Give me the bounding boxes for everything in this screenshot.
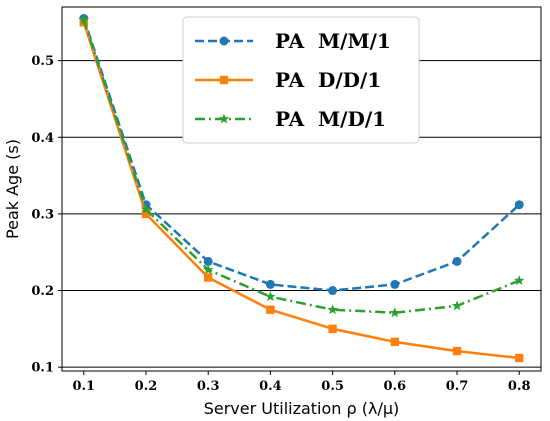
plot-frame xyxy=(61,6,542,372)
legend-marker-pa-m-d-1 xyxy=(218,113,230,124)
x-tick-label: 0.2 xyxy=(135,379,158,394)
legend-marker-pa-d-d-1 xyxy=(219,75,229,85)
x-tick-label: 0.4 xyxy=(259,379,282,394)
data-point-pa-d-d-1 xyxy=(203,273,213,282)
y-tick-label: 0.5 xyxy=(31,54,54,69)
legend-label-pa-m-d-1: PA M/D/1 xyxy=(275,107,386,131)
data-point-pa-m-d-1 xyxy=(327,304,338,315)
tick-layer: 0.1 0.2 0.3 0.4 0.5 0.1 0.2 0.3 0.4 0.5 0.6 0.7 0.8 xyxy=(31,54,530,394)
series-line-pa-m-m-1 xyxy=(82,18,521,292)
data-point-pa-m-m-1 xyxy=(265,279,275,289)
x-tick-label: 0.1 xyxy=(72,379,95,394)
legend: PA M/M/1 PA D/D/1 PA M/D/1 xyxy=(182,16,420,144)
x-tick-label: 0.5 xyxy=(321,379,344,394)
data-point-pa-m-m-1 xyxy=(390,279,400,289)
data-point-pa-m-m-1 xyxy=(514,200,524,210)
data-point-pa-m-m-1 xyxy=(452,256,462,266)
data-point-pa-d-d-1 xyxy=(390,337,400,347)
y-tick-label: 0.3 xyxy=(31,207,54,222)
data-point-pa-m-d-1 xyxy=(389,307,401,318)
x-tick-label: 0.7 xyxy=(446,379,469,394)
data-point-pa-d-d-1 xyxy=(266,305,275,314)
data-point-pa-d-d-1 xyxy=(328,324,337,334)
data-point-pa-d-d-1 xyxy=(141,209,151,219)
y-tick-label: 0.4 xyxy=(31,131,54,146)
series-line-pa-m-d-1 xyxy=(82,19,520,315)
data-point-pa-m-d-1 xyxy=(140,203,152,214)
y-tick-label: 0.1 xyxy=(31,361,54,376)
series-layer xyxy=(78,13,525,363)
data-point-pa-m-d-1 xyxy=(514,275,525,286)
data-point-pa-d-d-1 xyxy=(452,346,462,356)
legend-marker-pa-m-m-1 xyxy=(219,36,229,46)
data-point-pa-m-d-1 xyxy=(265,291,276,302)
y-axis-label: Peak Age (s) xyxy=(3,139,22,239)
legend-label-pa-m-m-1: PA M/M/1 xyxy=(275,29,391,53)
x-tick-label: 0.6 xyxy=(383,379,406,394)
y-tick-label: 0.2 xyxy=(31,284,54,299)
x-axis-label: Server Utilization ρ (λ/μ) xyxy=(204,399,400,418)
data-point-pa-d-d-1 xyxy=(515,353,524,363)
data-point-pa-m-d-1 xyxy=(202,264,214,275)
data-point-pa-m-d-1 xyxy=(451,300,463,311)
series-line-pa-d-d-1 xyxy=(82,21,520,360)
data-point-pa-m-m-1 xyxy=(328,286,338,296)
x-tick-label: 0.3 xyxy=(197,379,220,394)
legend-label-pa-d-d-1: PA D/D/1 xyxy=(275,68,381,92)
data-point-pa-m-d-1 xyxy=(78,14,89,25)
x-tick-label: 0.8 xyxy=(508,379,531,394)
legend-box xyxy=(182,16,420,144)
data-point-pa-m-m-1 xyxy=(203,256,213,266)
